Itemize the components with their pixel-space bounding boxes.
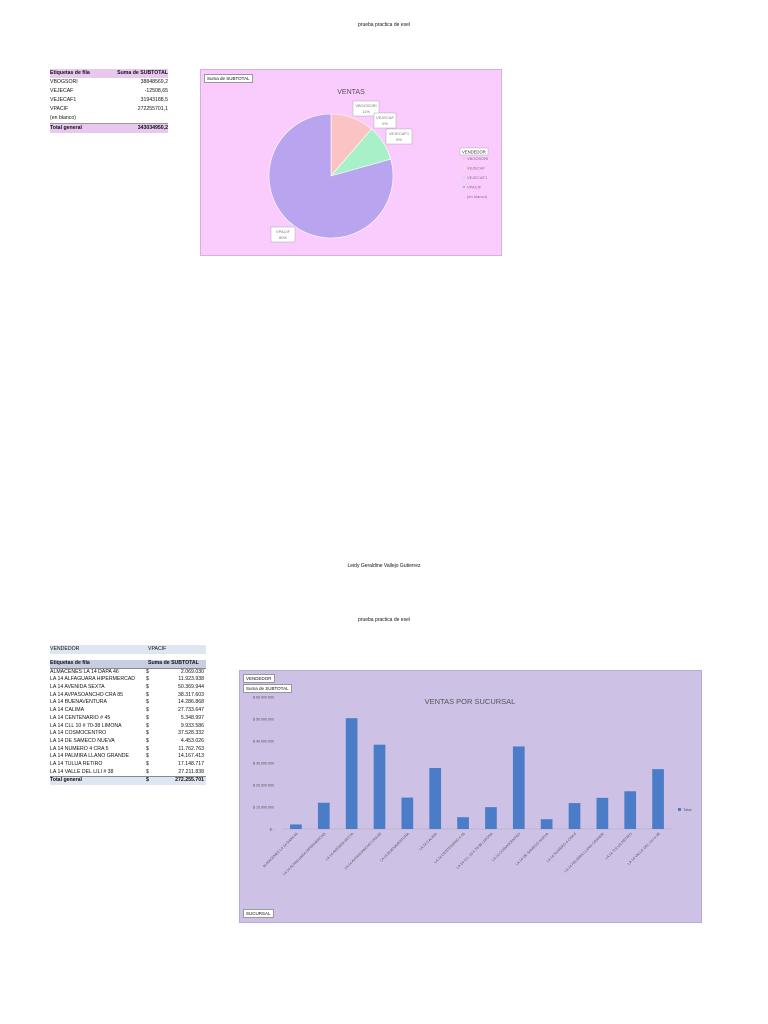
legend-swatch xyxy=(463,157,465,160)
legend-swatch xyxy=(463,195,465,198)
x-tick-label: LA 14 AVENIDA SEXTA xyxy=(325,831,355,861)
pie-chart-ventas[interactable]: Suma de SUBTOTAL VENTAS VBOGSORI 11% VEJECA… xyxy=(200,69,502,256)
table-row: (en blanco) xyxy=(50,115,76,121)
field-button[interactable]: Suma de SUBTOTAL xyxy=(243,684,292,693)
table-row: LA 14 DE SAMECO NUEVA $4.453.026 xyxy=(50,737,204,744)
field-button[interactable]: Suma de SUBTOTAL xyxy=(204,74,253,83)
x-tick-label: LA 14 VALLE DEL LILI # 38 xyxy=(627,832,661,866)
data-label-pct: 0% xyxy=(382,121,388,126)
legend-swatch xyxy=(463,186,465,188)
table-row: LA 14 ALFAGUARA HIPERMERCAD $11.923.938 xyxy=(50,676,204,683)
bar xyxy=(345,718,358,829)
table-row: VBOGSORI 38848569,2 xyxy=(50,79,168,85)
data-label-pct: 80% xyxy=(279,235,287,240)
y-tick-label: $ 30.000.000 xyxy=(253,762,274,766)
y-tick-label: $ 40.000.000 xyxy=(253,740,274,744)
data-label-pct: 9% xyxy=(396,137,402,142)
data-label-box xyxy=(385,128,413,145)
bar xyxy=(568,803,581,829)
legend-item: VBOGSORI xyxy=(467,156,488,161)
data-label-name: VEJECAF xyxy=(376,115,395,120)
x-tick-label: LA 14 BUENAVENTURA xyxy=(379,831,410,862)
legend-item: VEJECAF1 xyxy=(467,175,488,180)
table-row: ALMACENES LA 14 DAPA 46 $2.069.030 xyxy=(50,668,204,675)
pivot-table-vendedor: Etiquetas de fila Suma de SUBTOTAL VBOGS… xyxy=(50,69,168,133)
pivot-header: Etiquetas de fila Suma de SUBTOTAL xyxy=(50,69,168,78)
bar xyxy=(317,802,330,829)
bar-chart-ventas-sucursal[interactable]: VENDEDOR Suma de SUBTOTAL SUCURSAL VENTA… xyxy=(239,670,702,923)
pivot-header: Etiquetas de fila Suma de SUBTOTAL xyxy=(50,660,206,669)
bar xyxy=(429,767,442,829)
table-row: VPACIF 272255701,1 xyxy=(50,106,168,112)
page-title: prueba practica de esel xyxy=(358,22,410,28)
vendedor-filter-button[interactable]: VENDEDOR xyxy=(243,674,275,683)
bar xyxy=(512,746,525,829)
y-tick-label: $ 10.000.000 xyxy=(253,806,274,810)
legend-item: VPACIF xyxy=(467,185,482,190)
chart-title: VENTAS xyxy=(337,89,365,96)
bar xyxy=(457,817,469,829)
y-tick-label: $ 50.000.000 xyxy=(253,718,274,722)
y-tick-label: $ 20.000.000 xyxy=(253,784,274,788)
bar-chart-svg: VENTAS POR SUCURSAL $ - $ 10.000.000 $ 20.0… xyxy=(253,696,692,877)
table-row: LA 14 CLL 10 # 70-38 LIMONA $9.933.586 xyxy=(50,722,204,729)
legend-item: Total xyxy=(683,807,692,812)
data-label-box xyxy=(352,100,380,117)
table-row: LA 14 PALMIRA LLANO GRANDE $14.167.413 xyxy=(50,753,204,760)
bar xyxy=(652,769,664,829)
x-tick-label: LA 14 NUMERO 4 CRA 5 xyxy=(546,832,577,863)
pivot-table-sucursal: VENDEDOR VPACIF Etiquetas de fila Suma d… xyxy=(50,645,206,785)
table-row: LA 14 NUMERO 4 CRA 5 $11.762.763 xyxy=(50,745,204,752)
table-row: VEJECAF -12508,65 xyxy=(50,88,168,94)
x-tick-label: LA 14 TULUA RETIRO xyxy=(604,832,633,861)
filter-row[interactable]: VENDEDOR VPACIF xyxy=(50,645,206,654)
data-label-box xyxy=(270,226,296,243)
legend-swatch xyxy=(678,808,681,811)
table-row: LA 14 AVPASOANCHO CRA 85 $38.317.603 xyxy=(50,691,204,698)
x-tick-label: LA 14 DE SAMECO NUEVA xyxy=(515,831,550,866)
legend-swatch xyxy=(463,167,465,169)
legend-title: VENDEDOR xyxy=(462,150,486,155)
table-row: LA 14 VALLE DEL LILI # 38 $27.211.838 xyxy=(50,768,204,775)
x-tick-label: LA 14 CALIMA xyxy=(418,831,438,851)
data-label-name: VBOGSORI xyxy=(355,103,376,108)
x-tick-label: LA 14 CENTENARIO # 45 xyxy=(433,832,465,864)
table-row: LA 14 AVENIDA SEXTA $50.369.944 xyxy=(50,684,204,691)
bar xyxy=(624,791,637,829)
legend-swatch xyxy=(463,176,465,179)
total-row: Total general 343034950,2 xyxy=(50,123,168,133)
table-row: LA 14 TULUA RETIRO $17.148.717 xyxy=(50,760,204,767)
legend-item: (en blanco) xyxy=(467,194,488,199)
table-row: LA 14 COSMOCENTRO $37.528.332 xyxy=(50,730,204,737)
bar xyxy=(540,819,553,829)
table-row: LA 14 CALIMA $27.733.647 xyxy=(50,707,204,714)
bar xyxy=(596,797,609,829)
bar xyxy=(485,807,497,829)
data-label-box xyxy=(373,112,397,129)
y-tick-label: $ - xyxy=(270,828,275,832)
data-label-pct: 11% xyxy=(362,109,370,114)
legend-item: VEJECAF xyxy=(467,166,486,171)
pie-slice xyxy=(268,113,394,239)
bar xyxy=(290,824,302,829)
bar xyxy=(401,797,414,829)
page-title-2: prueba practica de esel xyxy=(358,617,410,623)
y-tick-label: $ 60.000.000 xyxy=(253,696,274,700)
author-name: Leidy Geraldine Vallejo Gutierrez xyxy=(347,563,421,569)
pie-chart-svg: VENTASVBOGSORI11%VEJECAF0%VEJECAF19%VPAC… xyxy=(268,89,489,243)
x-tick-label: LA 14 COSMOCENTRO xyxy=(491,832,522,863)
data-label-name: VEJECAF1 xyxy=(389,131,410,136)
bar xyxy=(373,744,386,829)
axis-field-button[interactable]: SUCURSAL xyxy=(243,909,274,918)
legend-title-box xyxy=(459,147,489,156)
table-row: LA 14 CENTENARIO # 45 $5.348.997 xyxy=(50,714,204,721)
table-row: VEJECAF1 31943188,5 xyxy=(50,97,168,103)
total-row: Total general $ 272.255.701 xyxy=(50,776,206,785)
chart-title: VENTAS POR SUCURSAL xyxy=(425,697,516,706)
data-label-name: VPACIF xyxy=(276,229,291,234)
table-row: LA 14 BUENAVENTURA $14.286.868 xyxy=(50,699,204,706)
